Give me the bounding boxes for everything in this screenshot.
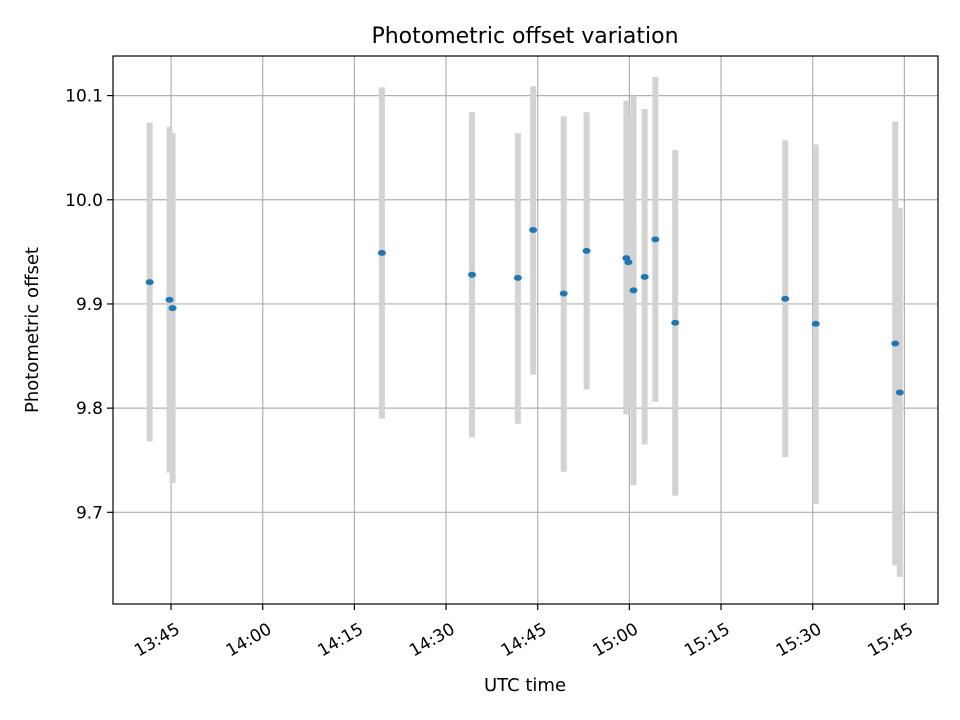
y-axis-ticks: 9.7 9.8 9.9 10.0 10.1 xyxy=(65,87,113,523)
x-tick-label: 14:45 xyxy=(498,619,550,661)
x-tick-label: 14:30 xyxy=(406,619,458,661)
x-axis-label: UTC time xyxy=(484,675,566,696)
data-point xyxy=(629,287,638,294)
y-tick-label: 9.8 xyxy=(76,399,103,419)
data-point xyxy=(895,389,904,396)
chart-title: Photometric offset variation xyxy=(371,24,678,49)
data-point xyxy=(651,236,660,243)
data-point xyxy=(168,305,177,312)
x-tick-label: 14:15 xyxy=(314,619,366,661)
y-tick-label: 9.7 xyxy=(76,503,103,523)
point-layer xyxy=(145,226,904,396)
data-point xyxy=(165,296,174,303)
data-point xyxy=(513,274,522,281)
x-tick-label: 14:00 xyxy=(223,619,275,661)
data-point xyxy=(671,319,680,326)
data-point xyxy=(811,320,820,327)
x-tick-label: 15:15 xyxy=(681,619,733,661)
x-tick-label: 15:00 xyxy=(589,619,641,661)
x-tick-label: 15:45 xyxy=(864,619,916,661)
y-tick-label: 10.1 xyxy=(65,87,103,107)
y-axis-label: Photometric offset xyxy=(22,247,43,413)
data-point xyxy=(624,259,633,266)
plot-frame xyxy=(112,55,939,605)
data-point xyxy=(582,247,591,254)
data-point xyxy=(891,340,900,347)
data-point xyxy=(559,290,568,297)
data-point xyxy=(145,279,154,286)
data-point xyxy=(781,295,790,302)
data-point xyxy=(377,249,386,256)
x-tick-label: 13:45 xyxy=(131,619,183,661)
x-axis-ticks: 13:45 14:00 14:15 14:30 14:45 15:00 15:15 15:30… xyxy=(131,604,917,661)
data-point xyxy=(640,273,649,280)
y-tick-label: 10.0 xyxy=(65,191,103,211)
y-tick-label: 9.9 xyxy=(76,295,103,315)
x-tick-label: 15:30 xyxy=(773,619,825,661)
data-point xyxy=(468,271,477,278)
data-point xyxy=(529,226,538,233)
